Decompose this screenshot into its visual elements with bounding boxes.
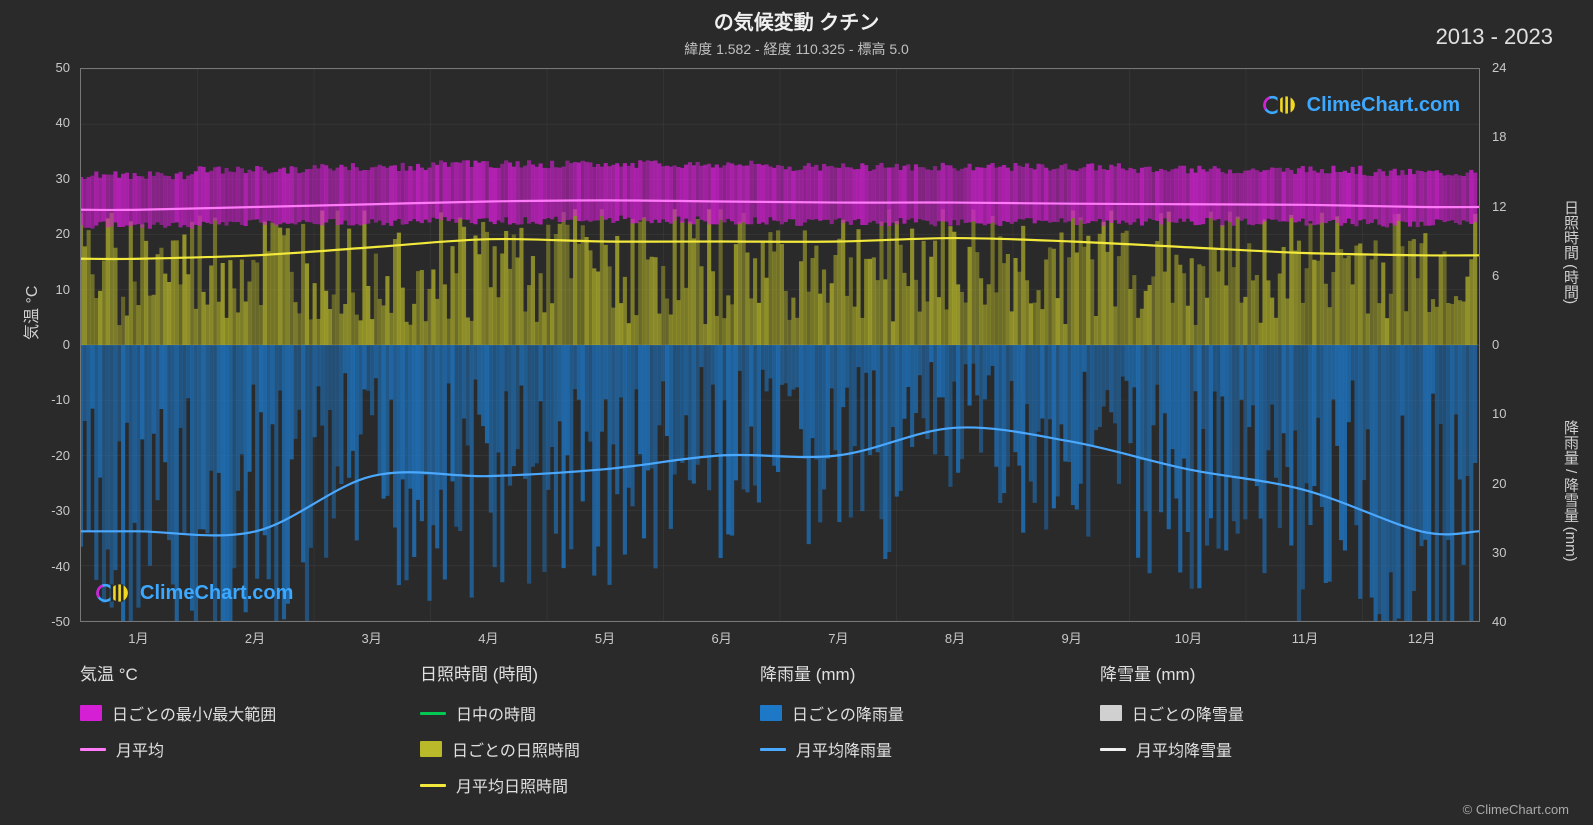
axis-tick-label: 9月 xyxy=(1062,628,1082,647)
chart-subtitle: 緯度 1.582 - 経度 110.325 - 標高 5.0 xyxy=(0,35,1593,59)
chart-title: の気候変動 クチン xyxy=(0,0,1593,35)
axis-tick-label: 10 xyxy=(1492,406,1506,421)
legend-item: 日ごとの最小/最大範囲 xyxy=(80,701,360,725)
axis-tick-label: 40 xyxy=(56,115,70,130)
legend-item: 月平均 xyxy=(80,737,360,761)
legend-item: 日ごとの日照時間 xyxy=(420,737,700,761)
legend-item: 日ごとの降雪量 xyxy=(1100,701,1380,725)
legend-item: 日中の時間 xyxy=(420,701,700,725)
legend-label: 月平均降雨量 xyxy=(796,737,892,761)
y-axis-right-label-top: 日照時間 (時間) xyxy=(1560,200,1581,304)
axis-tick-label: 10 xyxy=(56,282,70,297)
legend-label: 日ごとの降雪量 xyxy=(1132,701,1244,725)
legend-head: 気温 °C xyxy=(80,660,360,685)
legend-head: 降雪量 (mm) xyxy=(1100,660,1380,685)
axis-tick-label: 20 xyxy=(1492,476,1506,491)
credit: © ClimeChart.com xyxy=(1463,802,1569,817)
legend-label: 月平均降雪量 xyxy=(1136,737,1232,761)
climechart-logo-icon xyxy=(96,580,132,606)
swatch-icon xyxy=(760,705,782,721)
axis-tick-label: -40 xyxy=(51,559,70,574)
axis-tick-label: 12月 xyxy=(1408,628,1435,647)
axis-tick-label: -10 xyxy=(51,392,70,407)
brand-bottom: ClimeChart.com xyxy=(96,580,293,606)
axis-tick-label: 4月 xyxy=(478,628,498,647)
legend-label: 日ごとの降雨量 xyxy=(792,701,904,725)
axis-tick-label: 11月 xyxy=(1292,628,1319,647)
swatch-icon xyxy=(420,712,446,715)
legend-label: 日中の時間 xyxy=(456,701,536,725)
axis-tick-label: 20 xyxy=(56,226,70,241)
brand-text: ClimeChart.com xyxy=(1307,94,1460,117)
legend-item: 月平均降雨量 xyxy=(760,737,1040,761)
legend: 気温 °C 日ごとの最小/最大範囲 月平均 日照時間 (時間) 日中の時間 日ご… xyxy=(80,660,1520,797)
legend-col-sun: 日照時間 (時間) 日中の時間 日ごとの日照時間 月平均日照時間 xyxy=(420,660,700,797)
axis-tick-label: 6 xyxy=(1492,268,1499,283)
legend-item: 日ごとの降雨量 xyxy=(760,701,1040,725)
axis-tick-label: 30 xyxy=(56,171,70,186)
swatch-icon xyxy=(1100,705,1122,721)
legend-label: 日ごとの最小/最大範囲 xyxy=(112,701,276,725)
axis-tick-label: 3月 xyxy=(362,628,382,647)
axis-tick-label: 12 xyxy=(1492,199,1506,214)
climechart-logo-icon xyxy=(1263,92,1299,118)
axis-tick-label: 2月 xyxy=(245,628,265,647)
legend-col-snow: 降雪量 (mm) 日ごとの降雪量 月平均降雪量 xyxy=(1100,660,1380,797)
year-range: 2013 - 2023 xyxy=(1436,24,1553,50)
legend-head: 降雨量 (mm) xyxy=(760,660,1040,685)
axis-tick-label: -30 xyxy=(51,503,70,518)
legend-head: 日照時間 (時間) xyxy=(420,660,700,685)
axis-tick-label: 5月 xyxy=(595,628,615,647)
swatch-icon xyxy=(1100,748,1126,751)
legend-item: 月平均降雪量 xyxy=(1100,737,1380,761)
legend-col-temp: 気温 °C 日ごとの最小/最大範囲 月平均 xyxy=(80,660,360,797)
axis-tick-label: -50 xyxy=(51,614,70,629)
climate-plot xyxy=(80,68,1480,622)
axis-tick-label: 6月 xyxy=(712,628,732,647)
y-axis-right-label-bottom: 降雨量 / 降雪量 (mm) xyxy=(1560,420,1581,562)
axis-tick-label: 8月 xyxy=(945,628,965,647)
brand-text: ClimeChart.com xyxy=(140,582,293,605)
y-axis-left-label: 気温 °C xyxy=(18,286,42,340)
legend-item: 月平均日照時間 xyxy=(420,773,700,797)
swatch-icon xyxy=(420,741,442,757)
brand-top: ClimeChart.com xyxy=(1263,92,1460,118)
axis-tick-label: 24 xyxy=(1492,60,1506,75)
axis-tick-label: 10月 xyxy=(1175,628,1202,647)
legend-col-rain: 降雨量 (mm) 日ごとの降雨量 月平均降雨量 xyxy=(760,660,1040,797)
axis-tick-label: 0 xyxy=(1492,337,1499,352)
swatch-icon xyxy=(420,784,446,787)
axis-tick-label: 40 xyxy=(1492,614,1506,629)
axis-tick-label: 18 xyxy=(1492,129,1506,144)
axis-tick-label: 0 xyxy=(63,337,70,352)
chart-area: ClimeChart.com ClimeChart.com xyxy=(80,68,1480,622)
swatch-icon xyxy=(80,748,106,751)
axis-tick-label: 1月 xyxy=(128,628,148,647)
legend-label: 日ごとの日照時間 xyxy=(452,737,580,761)
swatch-icon xyxy=(80,705,102,721)
axis-tick-label: -20 xyxy=(51,448,70,463)
legend-label: 月平均日照時間 xyxy=(456,773,568,797)
legend-label: 月平均 xyxy=(116,737,164,761)
axis-tick-label: 50 xyxy=(56,60,70,75)
swatch-icon xyxy=(760,748,786,751)
axis-tick-label: 7月 xyxy=(828,628,848,647)
axis-tick-label: 30 xyxy=(1492,545,1506,560)
